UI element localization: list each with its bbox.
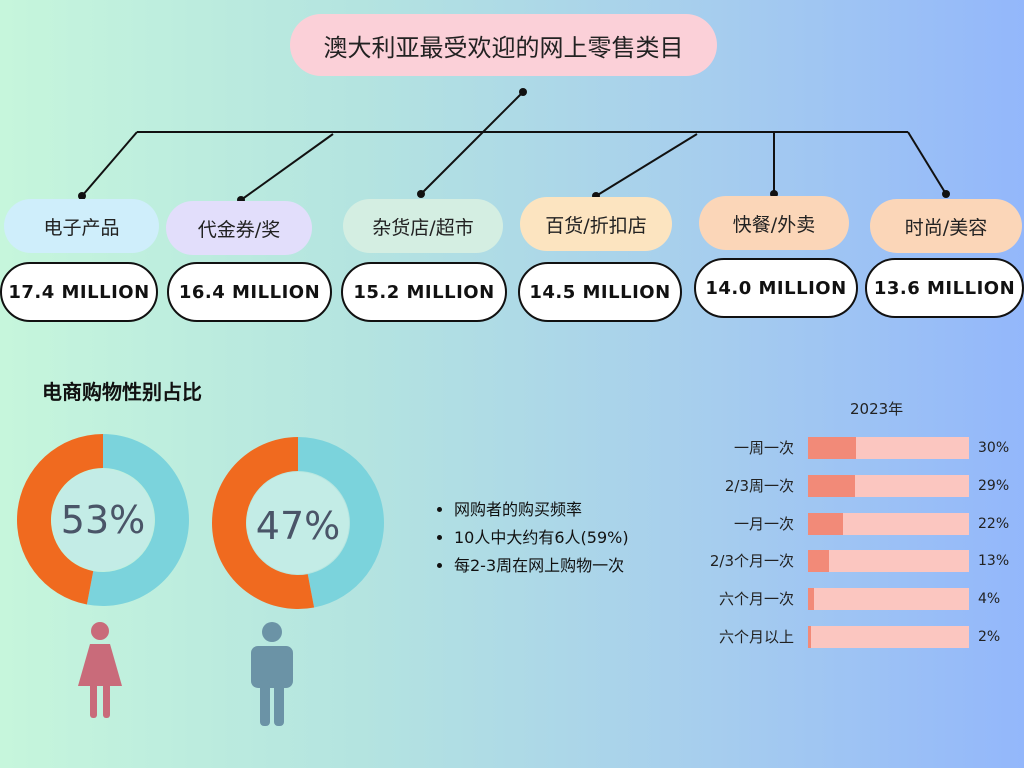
frequency-bar-track: [808, 626, 969, 648]
note-item: 10人中大约有6人(59%): [454, 524, 629, 552]
frequency-category-label: 2/3个月一次: [709, 552, 794, 570]
category-value-grocery: 15.2 MILLION: [341, 262, 507, 322]
gender-donuts: [16, 434, 385, 609]
frequency-category-label: 六个月一次: [718, 590, 794, 608]
page-title: 澳大利亚最受欢迎的网上零售类目: [290, 14, 717, 76]
female-donut-hole: [52, 469, 154, 571]
frequency-row: 六个月一次 4%: [690, 588, 1020, 610]
male-icon: [251, 622, 293, 726]
frequency-bar: [808, 588, 815, 610]
frequency-value-label: 29%: [978, 478, 1010, 494]
category-value-department: 14.5 MILLION: [518, 262, 682, 322]
male-percent-label: 47%: [255, 504, 341, 548]
frequency-value-label: 22%: [978, 516, 1010, 532]
male-donut: [212, 437, 385, 609]
frequency-row: 六个月以上 2%: [690, 626, 1020, 648]
category-pill-department: 百货/折扣店: [520, 197, 672, 251]
frequency-bar: [808, 513, 844, 535]
female-donut-remainder-segment: [16, 434, 103, 605]
gender-section-title: 电商购物性别占比: [42, 380, 202, 404]
frequency-bar: [808, 626, 812, 648]
frequency-category-label: 2/3周一次: [724, 477, 794, 495]
frequency-notes: 网购者的购买频率 10人中大约有6人(59%) 每2-3周在网上购物一次: [430, 496, 629, 580]
female-donut: [16, 434, 189, 606]
frequency-bar-track: [808, 588, 969, 610]
category-pill-fashion: 时尚/美容: [870, 199, 1022, 253]
female-donut-segment: [86, 434, 189, 606]
category-pill-grocery: 杂货店/超市: [343, 199, 503, 253]
frequency-row: 一月一次 22%: [690, 513, 1020, 535]
frequency-bar: [808, 475, 855, 497]
category-value-fastfood: 14.0 MILLION: [694, 258, 858, 318]
frequency-bar-track: [808, 437, 969, 459]
male-donut-remainder-segment: [212, 437, 315, 609]
category-pill-electronics: 电子产品: [4, 199, 159, 253]
female-percent-label: 53%: [60, 498, 146, 542]
frequency-value-label: 4%: [978, 591, 1001, 607]
frequency-category-label: 一月一次: [733, 515, 794, 533]
frequency-value-label: 13%: [978, 553, 1010, 569]
frequency-row: 2/3周一次 29%: [690, 475, 1020, 497]
frequency-bar-track: [808, 550, 969, 572]
frequency-bar: [808, 437, 857, 459]
note-item: 每2-3周在网上购物一次: [454, 552, 629, 580]
category-value-fashion: 13.6 MILLION: [865, 258, 1024, 318]
frequency-row: 2/3个月一次 13%: [690, 550, 1020, 572]
frequency-row: 一周一次 30%: [690, 437, 1020, 459]
female-icon: [78, 622, 122, 718]
frequency-bar: [808, 550, 829, 572]
category-value-electronics: 17.4 MILLION: [0, 262, 158, 322]
frequency-category-label: 一周一次: [733, 439, 794, 457]
male-donut-segment: [298, 437, 385, 608]
male-donut-hole: [247, 472, 349, 574]
frequency-value-label: 30%: [978, 440, 1010, 456]
frequency-value-label: 2%: [978, 629, 1001, 645]
frequency-chart-title: 2023年: [850, 400, 904, 418]
note-item: 网购者的购买频率: [454, 496, 629, 524]
category-value-vouchers: 16.4 MILLION: [167, 262, 332, 322]
category-pill-fastfood: 快餐/外卖: [699, 196, 849, 250]
category-pill-vouchers: 代金券/奖: [166, 201, 312, 255]
frequency-category-label: 六个月以上: [718, 628, 794, 646]
frequency-bar-track: [808, 513, 969, 535]
frequency-bar-track: [808, 475, 969, 497]
